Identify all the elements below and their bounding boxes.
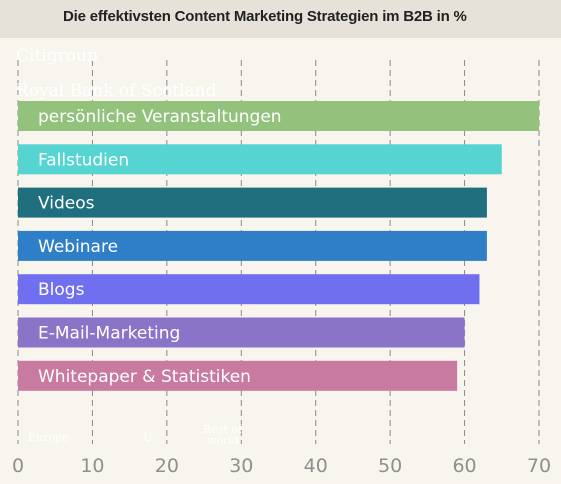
bar-label: Whitepaper & Statistiken (38, 367, 251, 387)
bar (18, 360, 458, 391)
bar (18, 317, 465, 348)
ghost-label-rbs: Royal Bank of Scotland (16, 81, 217, 101)
bar-label: E-Mail-Marketing (38, 324, 180, 344)
x-tick-label: 70 (527, 455, 551, 477)
ghost-label-europe: Europe (28, 431, 69, 444)
x-tick-label: 40 (304, 455, 328, 477)
x-tick-label: 0 (12, 455, 24, 477)
bar (18, 101, 539, 131)
x-tick-label: 20 (155, 455, 179, 477)
bar-label: persönliche Veranstaltungen (38, 107, 282, 127)
bar-label: Webinare (38, 237, 118, 257)
title-bar (0, 0, 561, 38)
bar (18, 187, 487, 218)
x-axis-ticks: 0 10 20 30 40 50 60 70 (12, 455, 551, 477)
bar-label: Blogs (38, 280, 85, 300)
chart-title: Die effektivsten Content Marketing Strat… (63, 8, 467, 25)
bar-label: Fallstudien (38, 150, 129, 170)
bar (18, 230, 487, 261)
x-tick-label: 50 (378, 455, 402, 477)
x-tick-label: 10 (80, 455, 104, 477)
bar-label: Videos (38, 194, 95, 214)
bar (18, 274, 480, 305)
x-tick-label: 60 (452, 455, 476, 477)
bar (18, 144, 502, 175)
ghost-label-us: U. (143, 431, 155, 444)
ghost-label-citigroup: Citigroup (16, 46, 98, 66)
x-tick-label: 30 (229, 455, 253, 477)
bars (18, 101, 539, 391)
ghost-label-rest-of-world: Rest of world (203, 423, 243, 447)
ghost-labels: Citigroup Royal Bank of Scotland Europe … (16, 46, 243, 447)
bar-labels: persönliche Veranstaltungen Fallstudien Vi… (38, 107, 282, 387)
